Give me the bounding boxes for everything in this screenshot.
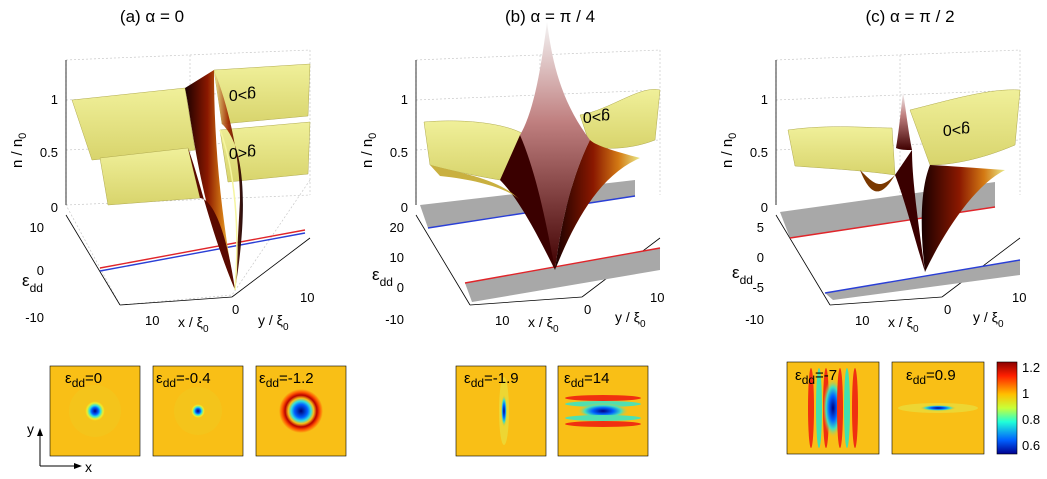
panel-b-elabel: εdd xyxy=(372,265,393,289)
svg-text:10: 10 xyxy=(650,290,664,305)
panel-a: (a) α = 0 g>0 g<0 xyxy=(9,7,347,475)
panel-c-inset-1: εdd=-7 xyxy=(786,361,880,455)
svg-text:10: 10 xyxy=(495,313,509,328)
svg-text:εdd=0: εdd=0 xyxy=(65,370,102,390)
panel-c-blue-line xyxy=(824,259,1021,294)
svg-text:10: 10 xyxy=(390,250,404,265)
panel-b-inset-2: εdd=14 xyxy=(557,365,649,457)
panel-a-etick-3: -10 xyxy=(25,310,44,325)
panel-a-etick-2: 0 xyxy=(37,263,44,278)
svg-text:10: 10 xyxy=(855,313,869,328)
panel-a-zlabel: n / n0 xyxy=(9,133,29,168)
panel-b-xlabel: x / ξ0 xyxy=(528,314,559,335)
panel-c-xlabel: x / ξ0 xyxy=(888,314,919,335)
svg-text:n / n0: n / n0 xyxy=(9,133,29,168)
xy-axes-indicator: y x xyxy=(27,421,92,475)
colorbar-tick: 0.6 xyxy=(1022,438,1040,453)
svg-text:0: 0 xyxy=(757,250,764,265)
panel-c-red-line xyxy=(789,206,996,239)
svg-text:1: 1 xyxy=(761,92,768,107)
panel-a-region-2: g<0 xyxy=(229,144,256,161)
svg-text:n / n0: n / n0 xyxy=(719,133,739,168)
svg-text:εdd=14: εdd=14 xyxy=(564,370,610,390)
panel-a-title: (a) α = 0 xyxy=(120,7,184,26)
panel-b-region-1: g>0 xyxy=(583,108,610,125)
panel-c-region-1: g>0 xyxy=(943,121,970,138)
panel-b-surface xyxy=(423,22,661,270)
panel-c-shade-bottom xyxy=(825,260,1020,300)
panel-b-shade-bottom xyxy=(465,248,660,302)
svg-text:n / n0: n / n0 xyxy=(359,133,379,168)
panel-a-elabel: εdd xyxy=(22,271,43,295)
panel-c-surface xyxy=(787,89,1021,272)
svg-text:-10: -10 xyxy=(385,312,404,327)
svg-text:0: 0 xyxy=(944,302,951,317)
colorbar: 1.2 1 0.8 0.6 xyxy=(996,360,1040,455)
svg-text:0: 0 xyxy=(397,280,404,295)
panel-c-inset-2: εdd=0.9 xyxy=(891,361,985,455)
svg-text:x: x xyxy=(85,459,92,475)
svg-text:εdd=-1.9: εdd=-1.9 xyxy=(464,370,519,390)
svg-text:εdd=0.9: εdd=0.9 xyxy=(906,367,956,387)
panel-a-xtick-2: 0 xyxy=(232,302,239,317)
panel-c-ylabel: y / ξ0 xyxy=(973,309,1004,330)
panel-b: (b) α = π / 4 g>0 1 0.5 0 n / xyxy=(359,7,664,457)
svg-text:0: 0 xyxy=(584,302,591,317)
svg-text:εdd=-1.2: εdd=-1.2 xyxy=(259,370,314,390)
panel-a-inset-1: εdd=0 xyxy=(49,365,141,457)
panel-a-inset-3: εdd=-1.2 xyxy=(255,365,347,457)
panel-b-title: (b) α = π / 4 xyxy=(505,7,595,26)
panel-a-etick-1: 10 xyxy=(30,220,44,235)
colorbar-tick: 0.8 xyxy=(1022,412,1040,427)
svg-text:0: 0 xyxy=(761,200,768,215)
panel-b-ylabel: y / ξ0 xyxy=(615,309,646,330)
panel-a-xlabel: x / ξ0 xyxy=(178,314,209,335)
panel-a-red-line xyxy=(99,229,306,269)
svg-text:εdd=-0.4: εdd=-0.4 xyxy=(156,370,211,390)
panel-a-ztick-05: 0.5 xyxy=(40,145,58,160)
panel-a-surface xyxy=(71,63,311,291)
svg-text:0: 0 xyxy=(401,200,408,215)
panel-b-inset-1: εdd=-1.9 xyxy=(455,365,547,457)
svg-text:-5: -5 xyxy=(752,280,764,295)
colorbar-tick: 1 xyxy=(1022,386,1029,401)
panel-a-region-1: g>0 xyxy=(229,86,256,103)
panel-a-ytick-1: 10 xyxy=(300,290,314,305)
svg-text:5: 5 xyxy=(757,220,764,235)
panel-a-xtick-1: 10 xyxy=(145,313,159,328)
svg-text:-10: -10 xyxy=(745,312,764,327)
svg-text:10: 10 xyxy=(1012,290,1026,305)
panel-b-red-line xyxy=(464,247,661,284)
panel-c-title: (c) α = π / 2 xyxy=(865,7,954,26)
panel-b-zlabel: n / n0 xyxy=(359,133,379,168)
panel-c: (c) α = π / 2 g>0 1 0.5 0 n / xyxy=(719,7,1040,455)
panel-a-ztick-1: 1 xyxy=(51,92,58,107)
panel-a-blue-line xyxy=(99,232,306,272)
svg-text:εdd=-7: εdd=-7 xyxy=(795,367,837,387)
svg-text:0.5: 0.5 xyxy=(750,145,768,160)
panel-a-ylabel: y / ξ0 xyxy=(258,312,289,333)
svg-text:20: 20 xyxy=(390,220,404,235)
svg-text:0.5: 0.5 xyxy=(390,145,408,160)
panel-a-inset-2: εdd=-0.4 xyxy=(152,365,244,457)
panel-c-zlabel: n / n0 xyxy=(719,133,739,168)
panel-a-ztick-0: 0 xyxy=(51,200,58,215)
svg-text:1: 1 xyxy=(401,92,408,107)
svg-text:y: y xyxy=(27,421,34,437)
panel-c-elabel: εdd xyxy=(732,263,753,287)
colorbar-tick: 1.2 xyxy=(1022,360,1040,375)
